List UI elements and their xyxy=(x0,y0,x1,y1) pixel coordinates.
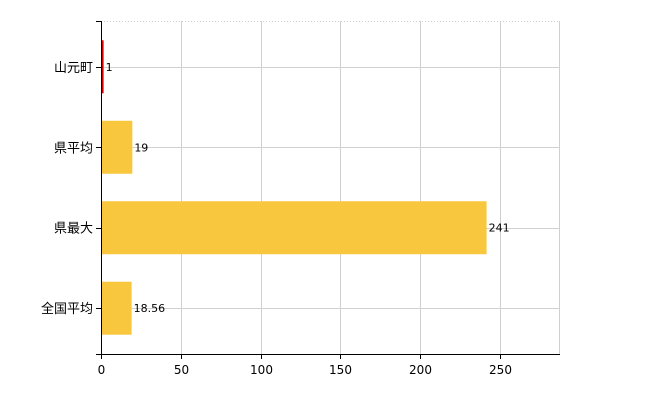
x-tick-label: 100 xyxy=(250,363,273,377)
category-label: 全国平均 xyxy=(41,301,93,317)
category-label: 県最大 xyxy=(54,222,93,237)
bars xyxy=(102,40,487,335)
x-tick-label: 0 xyxy=(98,363,106,377)
data-label: 1 xyxy=(106,61,113,74)
x-tick-label: 150 xyxy=(329,363,352,377)
category-label: 県平均 xyxy=(54,141,93,156)
data-label: 19 xyxy=(134,141,148,154)
data-labels: 1 19 241 18.56 xyxy=(106,61,510,315)
bar xyxy=(102,201,487,255)
x-tick-label: 50 xyxy=(174,363,189,377)
bar xyxy=(102,281,132,335)
gridlines xyxy=(101,21,560,354)
category-label: 山元町 xyxy=(54,61,93,76)
data-label: 18.56 xyxy=(134,302,166,315)
x-tick-label: 250 xyxy=(489,363,512,377)
x-tick-label: 200 xyxy=(409,363,432,377)
data-label: 241 xyxy=(489,222,510,235)
bar xyxy=(102,120,133,174)
bar xyxy=(102,40,104,94)
